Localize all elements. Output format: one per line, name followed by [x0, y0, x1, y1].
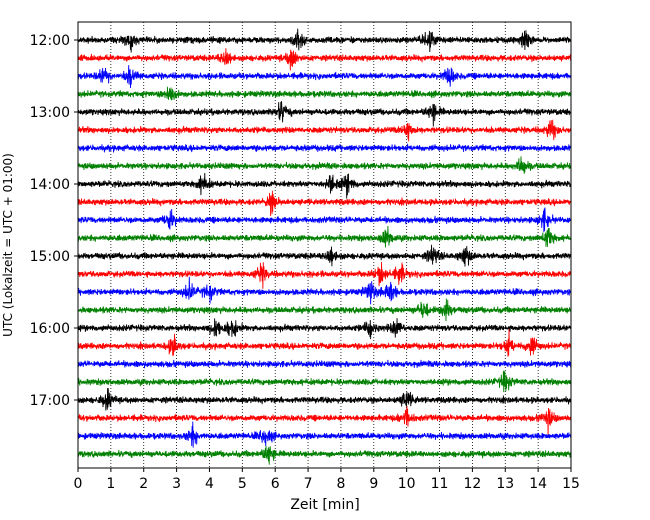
seismic-trace — [77, 298, 572, 322]
seismic-trace — [77, 421, 572, 448]
y-tick-label: 13:00 — [30, 105, 70, 121]
seismic-trace — [77, 406, 572, 436]
x-axis-label: Zeit [min] — [290, 497, 359, 513]
seismic-trace — [77, 207, 572, 233]
y-axis-label: UTC (Lokalzeit = UTC + 01:00) — [1, 153, 15, 337]
seismic-trace — [77, 48, 572, 71]
seismic-trace — [77, 328, 572, 357]
plot-frame — [77, 21, 572, 469]
seismic-trace — [77, 101, 572, 127]
seismic-trace — [77, 156, 572, 174]
vertical-gridlines — [110, 22, 539, 468]
seismic-trace — [77, 173, 572, 199]
seismic-trace — [77, 276, 572, 305]
seismic-trace — [77, 445, 572, 465]
seismic-traces — [77, 28, 572, 465]
x-tick-label: 14 — [529, 476, 547, 492]
x-tick-label: 6 — [271, 476, 280, 492]
seismic-trace — [77, 359, 572, 369]
x-tick-label: 4 — [205, 476, 214, 492]
x-tick-label: 2 — [139, 476, 148, 492]
seismic-trace — [77, 28, 572, 53]
x-tick-label: 13 — [496, 476, 514, 492]
x-tick-label: 9 — [369, 476, 378, 492]
x-tick-label: 0 — [74, 476, 83, 492]
x-tick-label: 12 — [463, 476, 481, 492]
seismic-trace — [77, 119, 572, 142]
y-tick-label: 17:00 — [30, 393, 70, 409]
x-tick-label: 5 — [238, 476, 247, 492]
seismic-trace — [77, 65, 572, 89]
x-axis-ticks: 0 1 2 3 4 5 6 7 8 9 10 11 12 13 14 15 — [74, 468, 580, 492]
seismic-trace — [77, 244, 572, 267]
x-tick-label: 15 — [562, 476, 580, 492]
seismic-trace — [77, 226, 572, 248]
seismic-trace — [77, 261, 572, 289]
seismic-trace — [77, 318, 572, 340]
seismic-trace — [77, 143, 572, 153]
y-axis-ticks: 12:00 13:00 14:00 15:00 16:00 17:00 — [30, 33, 78, 409]
seismic-trace — [77, 388, 572, 411]
x-tick-label: 10 — [398, 476, 416, 492]
seismic-trace — [77, 370, 572, 393]
y-tick-label: 14:00 — [30, 177, 70, 193]
y-tick-label: 12:00 — [30, 33, 70, 49]
y-tick-label: 16:00 — [30, 321, 70, 337]
x-tick-label: 11 — [431, 476, 449, 492]
x-tick-label: 7 — [304, 476, 313, 492]
seismic-trace — [77, 190, 572, 216]
x-tick-label: 3 — [172, 476, 181, 492]
seismic-trace — [77, 86, 572, 101]
x-tick-label: 1 — [106, 476, 115, 492]
x-tick-label: 8 — [336, 476, 345, 492]
y-tick-label: 15:00 — [30, 249, 70, 265]
